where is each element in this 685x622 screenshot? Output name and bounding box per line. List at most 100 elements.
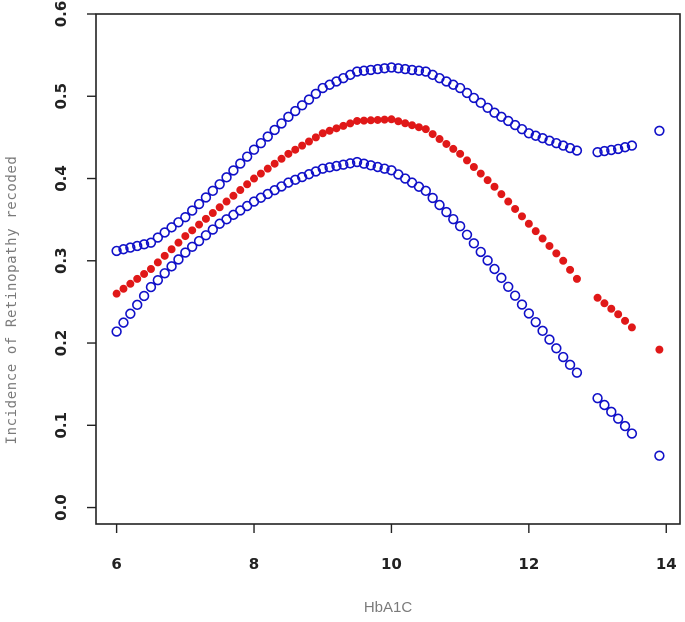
ci-point [331, 160, 342, 172]
estimate-point [593, 293, 602, 302]
ci-point [132, 299, 143, 311]
x-axis-title: HbA1C [364, 599, 413, 616]
estimate-point [215, 203, 224, 212]
ci-point [159, 227, 170, 238]
y-tick-label: 0.1 [52, 412, 70, 439]
ci-point [152, 232, 164, 243]
ci-point [551, 343, 562, 354]
estimate-point [572, 274, 581, 283]
estimate-point [497, 190, 506, 199]
ci-point [509, 290, 521, 301]
x-axis: 6 8 10 12 14 [111, 524, 677, 573]
estimate-point [270, 159, 279, 168]
ci-point [173, 217, 184, 228]
ci-point [207, 185, 219, 197]
ci-point [441, 206, 452, 218]
ci-point [255, 137, 267, 149]
ci-point [496, 272, 507, 284]
ci-point [379, 163, 390, 174]
estimate-point [153, 258, 162, 267]
ci-point [461, 87, 473, 99]
ci-point [283, 111, 294, 123]
ci-point [592, 146, 603, 158]
estimate-point [524, 219, 533, 228]
x-tick-label: 12 [518, 555, 539, 573]
ci-point [606, 406, 617, 418]
estimate-point [655, 345, 664, 354]
ci-point [564, 142, 576, 154]
estimate-point [222, 197, 231, 206]
estimate-point [146, 264, 155, 273]
ci-point [537, 325, 548, 337]
ci-point [290, 174, 301, 186]
estimate-point [483, 176, 492, 185]
estimate-point [435, 135, 444, 144]
x-tick-label: 14 [656, 555, 677, 573]
estimate-point [133, 274, 142, 283]
estimate-point [332, 124, 341, 133]
ci-point [180, 247, 191, 258]
ci-point [207, 224, 219, 235]
ci-point [262, 131, 273, 142]
estimate-point [531, 227, 540, 236]
series-1 [112, 115, 664, 354]
estimate-point [621, 316, 630, 325]
ci-point [434, 199, 445, 211]
estimate-point [291, 145, 300, 154]
ci-point [118, 317, 129, 328]
plot-frame [95, 13, 681, 525]
estimate-point [167, 245, 176, 254]
ci-point [200, 230, 212, 241]
estimate-point [380, 115, 389, 124]
ci-point [626, 428, 638, 439]
y-tick-label: 0.0 [52, 494, 70, 521]
estimate-point [126, 279, 135, 288]
ci-point [235, 158, 246, 169]
estimate-point [256, 169, 265, 178]
ci-point [551, 137, 562, 149]
y-axis: 0.0 0.1 0.2 0.3 0.4 0.5 0.6 [52, 1, 96, 521]
ci-point [173, 254, 184, 265]
y-tick-label: 0.4 [52, 165, 70, 192]
estimate-point [366, 116, 375, 125]
estimate-point [627, 323, 636, 332]
ci-point [118, 244, 129, 255]
ci-point [468, 92, 480, 104]
ci-point [186, 241, 198, 252]
series-2 [111, 156, 665, 461]
ci-point [125, 242, 136, 253]
estimate-point [325, 126, 334, 135]
x-tick-label: 6 [111, 555, 121, 573]
ci-point [152, 274, 164, 286]
ci-point [159, 268, 170, 279]
estimate-point [463, 156, 472, 165]
ci-point [248, 144, 260, 155]
ci-point [482, 102, 493, 113]
estimate-point [346, 119, 355, 128]
ci-point [290, 105, 301, 117]
estimate-point [112, 289, 121, 298]
ci-point [523, 128, 535, 139]
estimate-point [359, 116, 368, 125]
estimate-point [298, 141, 307, 150]
ci-point [138, 239, 150, 250]
estimate-point [414, 123, 423, 132]
estimate-point [195, 220, 204, 229]
ci-point [489, 263, 500, 275]
series-0 [111, 62, 665, 257]
y-tick-label: 0.6 [52, 1, 70, 28]
estimate-point [517, 212, 526, 221]
estimate-point [449, 144, 458, 153]
ci-point [338, 159, 349, 170]
estimate-point [277, 154, 286, 163]
ci-point [654, 125, 665, 137]
ci-point [269, 124, 280, 136]
estimate-point [469, 162, 478, 171]
estimate-point [284, 149, 293, 158]
ci-point [379, 63, 390, 74]
estimate-point [607, 304, 616, 313]
ci-point [482, 255, 493, 266]
ci-point [193, 235, 205, 247]
ci-point [200, 192, 212, 203]
